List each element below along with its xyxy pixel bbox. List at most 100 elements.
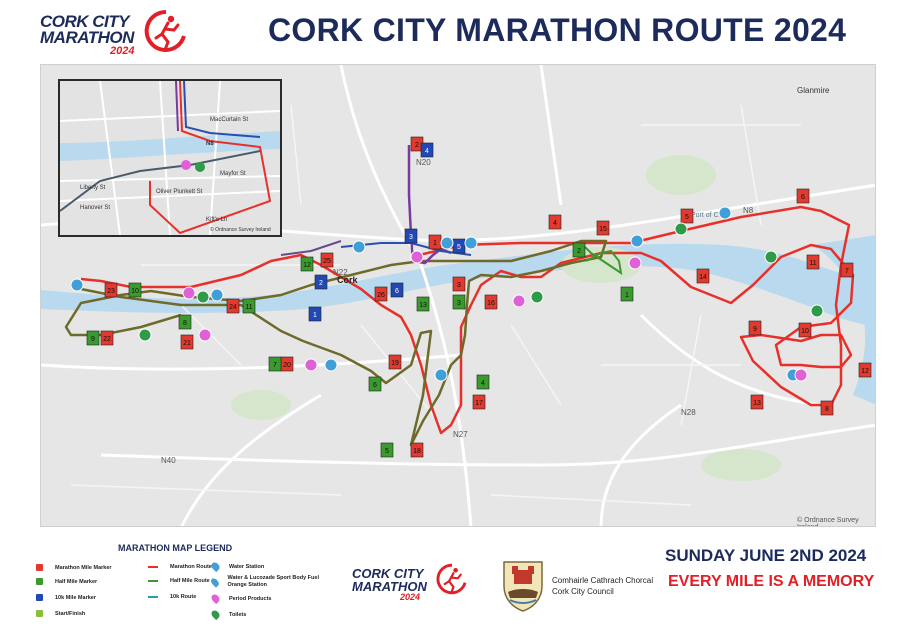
- toilet-pin-icon[interactable]: [196, 290, 210, 304]
- toilet-pin-icon[interactable]: [764, 250, 778, 264]
- water-pin-icon[interactable]: [210, 288, 224, 302]
- half-mile-5-label: 5: [385, 448, 389, 455]
- logo-year: 2024: [110, 45, 135, 57]
- period-pin-icon[interactable]: [512, 294, 526, 308]
- water-pin-icon[interactable]: [352, 240, 366, 254]
- place-port-of-cork: Port of Cork: [691, 212, 729, 219]
- water-pin-icon[interactable]: [70, 278, 84, 292]
- map-copyright: © Ordnance Survey Ireland: [797, 517, 859, 526]
- half-mile-3-box[interactable]: [452, 294, 466, 310]
- footer-marathon-logo: CORK CITY MARATHON 2024: [352, 560, 472, 610]
- marathon-mile-13-box[interactable]: [750, 394, 764, 410]
- toilet-pin-icon[interactable]: [810, 304, 824, 318]
- 10k-marker-icon: [36, 594, 43, 601]
- route-map[interactable]: N22 N27 N40 N28 N8 N20 Cork Glanmire Por…: [40, 64, 876, 527]
- marathon-mile-4-box[interactable]: [548, 214, 562, 230]
- marathon-mile-3-label: 3: [457, 282, 461, 289]
- period-pin-icon[interactable]: [410, 250, 424, 264]
- water-pin-icon[interactable]: [630, 234, 644, 248]
- half-route-loop[interactable]: [580, 242, 623, 276]
- period-pin-icon[interactable]: [304, 358, 318, 372]
- water-pin-icon[interactable]: [440, 236, 454, 250]
- marathon-mile-23-box[interactable]: [104, 282, 118, 298]
- inset-label-oliver: Oliver Plunkett St: [156, 189, 203, 195]
- half-mile-8-box[interactable]: [178, 314, 192, 330]
- half-mile-11-box[interactable]: [242, 298, 256, 314]
- half-mile-13-box[interactable]: [416, 296, 430, 312]
- water-pin-icon[interactable]: [718, 206, 732, 220]
- marathon-mile-22-box[interactable]: [100, 330, 114, 346]
- marathon-mile-18-box[interactable]: [410, 442, 424, 458]
- marathon-mile-24-box[interactable]: [226, 298, 240, 314]
- 10k-mile-6-box[interactable]: [390, 282, 404, 298]
- period-pin-icon[interactable]: [628, 256, 642, 270]
- water-pin-icon[interactable]: [434, 368, 448, 382]
- marathon-mile-26-box[interactable]: [374, 286, 388, 302]
- inset-streets: [60, 81, 280, 235]
- half-mile-7-box[interactable]: [268, 356, 282, 372]
- marathon-mile-11-box[interactable]: [806, 254, 820, 270]
- 10k-mile-4-box[interactable]: [420, 142, 434, 158]
- marathon-mile-19-box[interactable]: [388, 354, 402, 370]
- half-mile-4-box[interactable]: [476, 374, 490, 390]
- road-label-n20: N20: [416, 158, 431, 167]
- road-labels: N22 N27 N40 N28 N8 N20: [161, 158, 754, 465]
- council-name-irish: Comhairle Cathrach Chorcaí: [552, 576, 654, 585]
- half-mile-2-box[interactable]: [572, 242, 586, 258]
- period-pin-icon[interactable]: [182, 286, 196, 300]
- water-pin-icon[interactable]: [324, 358, 338, 372]
- half-mile-8-label: 8: [183, 320, 187, 327]
- 10k-mile-5-box[interactable]: [452, 238, 466, 254]
- inset-half-route: [60, 150, 261, 212]
- period-pin-icon[interactable]: [794, 368, 808, 382]
- marathon-mile-9-box[interactable]: [748, 320, 762, 336]
- half-mile-1-box[interactable]: [620, 286, 634, 302]
- water-pin-icon[interactable]: [464, 236, 478, 250]
- marathon-mile-15-box[interactable]: [596, 220, 610, 236]
- period-pin-icon[interactable]: [198, 328, 212, 342]
- runner-logo-icon: [144, 9, 186, 52]
- marathon-mile-25-box[interactable]: [320, 252, 334, 268]
- toilets-icon: [209, 608, 222, 621]
- half-mile-7-label: 7: [273, 362, 277, 369]
- 10k-mile-2-box[interactable]: [314, 274, 328, 290]
- marathon-mile-5-box[interactable]: [680, 208, 694, 224]
- marathon-mile-12-box[interactable]: [858, 362, 872, 378]
- half-mile-6-box[interactable]: [368, 376, 382, 392]
- water-station-icon: [209, 560, 222, 573]
- toilet-pin-icon[interactable]: [138, 328, 152, 342]
- marathon-mile-8-box[interactable]: [820, 400, 834, 416]
- city-centre-inset-map[interactable]: N8 MacCurtain St Mayfor St Oliver Plunke…: [58, 79, 282, 237]
- marathon-mile-3-box[interactable]: [452, 276, 466, 292]
- 10k-mile-1-box[interactable]: [308, 306, 322, 322]
- 10k-mile-6-label: 6: [395, 288, 399, 295]
- marathon-mile-21-box[interactable]: [180, 334, 194, 350]
- legend-item-half-mile: Half Mile Marker: [36, 578, 97, 585]
- footer-runner-logo-icon: [436, 563, 467, 595]
- marathon-mile-4-label: 4: [553, 220, 557, 227]
- half-mile-9-box[interactable]: [86, 330, 100, 346]
- legend-item-lucozade: Water & Lucozade Sport Body Fuel Orange …: [209, 575, 332, 589]
- marathon-mile-16-box[interactable]: [484, 294, 498, 310]
- marathon-mile-10-box[interactable]: [798, 322, 812, 338]
- half-mile-2-label: 2: [577, 248, 581, 255]
- toilet-pin-icon[interactable]: [674, 222, 688, 236]
- road-label-n27: N27: [453, 430, 468, 439]
- half-mile-5-box[interactable]: [380, 442, 394, 458]
- marathon-route[interactable]: [80, 205, 855, 435]
- half-mile-12-box[interactable]: [300, 256, 314, 272]
- marathon-mile-17-box[interactable]: [472, 394, 486, 410]
- marathon-mile-2-label: 2: [415, 142, 419, 149]
- 10k-mile-4-label: 4: [425, 148, 429, 155]
- 10k-route-west[interactable]: [280, 240, 342, 256]
- marathon-mile-16-label: 16: [487, 300, 495, 307]
- marathon-mile-7-box[interactable]: [840, 262, 854, 278]
- 10k-mile-3-box[interactable]: [404, 228, 418, 244]
- half-mile-10-box[interactable]: [128, 282, 142, 298]
- legend-item-10k-route: 10k Route: [148, 594, 196, 600]
- marathon-mile-6-box[interactable]: [796, 188, 810, 204]
- inset-label-hanover: Hanover St: [80, 205, 110, 211]
- inset-purple-route: [175, 81, 179, 132]
- marathon-mile-14-box[interactable]: [696, 268, 710, 284]
- toilet-pin-icon[interactable]: [530, 290, 544, 304]
